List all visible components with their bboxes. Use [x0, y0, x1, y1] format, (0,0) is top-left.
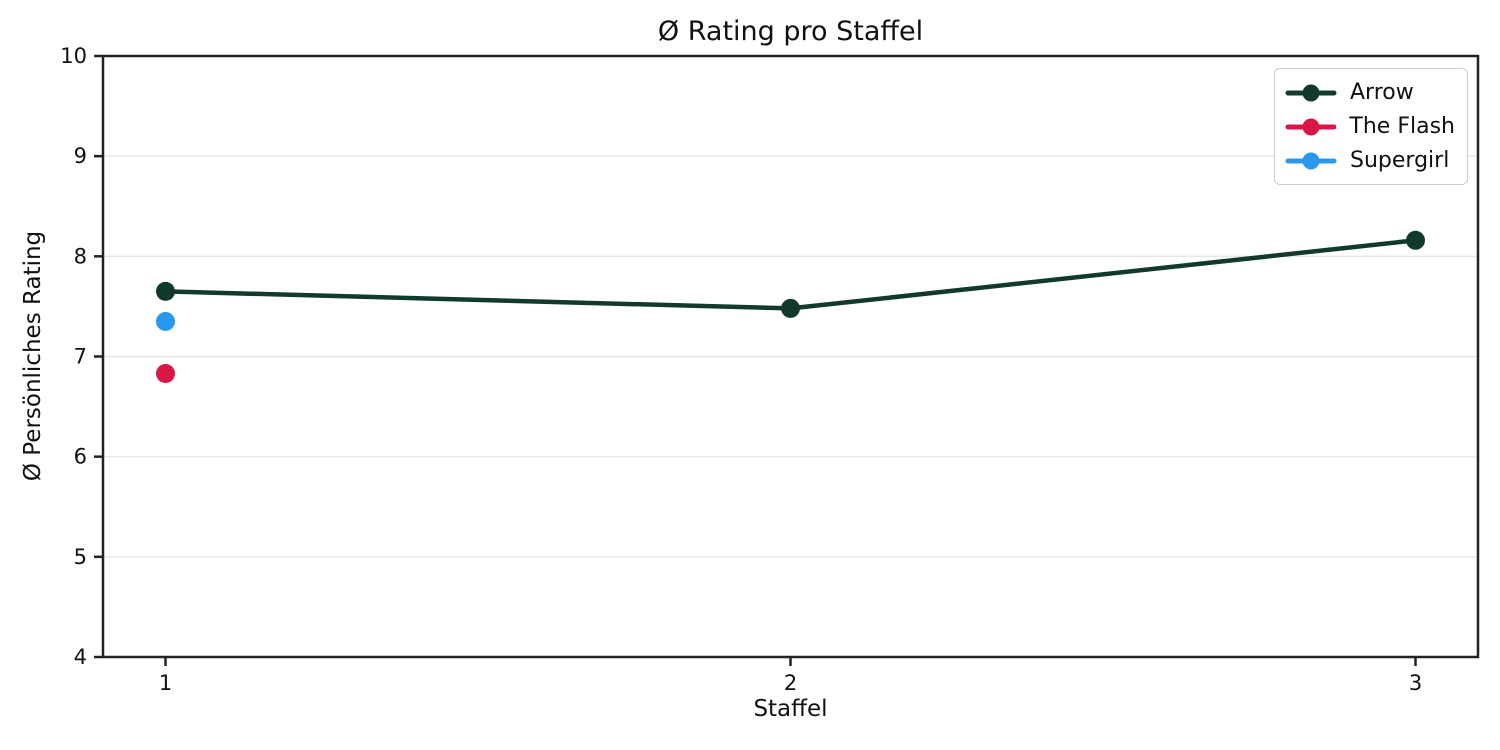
data-point-arrow	[781, 298, 800, 318]
series-line-arrow	[163, 238, 1418, 311]
y-tick-label: 4	[74, 645, 87, 669]
data-point-arrow	[156, 281, 175, 301]
x-axis-label: Staffel	[753, 696, 828, 722]
x-tick-label: 3	[1409, 671, 1422, 695]
y-tick-label: 6	[74, 445, 87, 469]
legend-marker-arrow	[1285, 84, 1337, 101]
y-tick-label: 8	[74, 244, 87, 268]
y-tick-label: 5	[74, 545, 87, 569]
legend: Arrow The Flash Supergirl	[1274, 68, 1468, 185]
legend-marker-supergirl	[1285, 152, 1337, 169]
x-tick-label: 1	[159, 671, 172, 695]
legend-label: Supergirl	[1350, 148, 1450, 173]
legend-item-arrow: Arrow	[1285, 77, 1455, 108]
legend-item-the-flash: The Flash	[1285, 111, 1455, 142]
legend-label: The Flash	[1349, 114, 1455, 139]
y-tick-label: 10	[60, 44, 87, 68]
data-point-the-flash	[156, 364, 175, 384]
data-point-supergirl	[156, 311, 175, 331]
y-tick-label: 9	[74, 144, 87, 168]
legend-marker-the-flash	[1285, 118, 1337, 135]
chart-title: Ø Rating pro Staffel	[657, 16, 924, 47]
legend-label: Arrow	[1350, 80, 1414, 105]
data-point-arrow	[1406, 230, 1425, 250]
y-tick-label: 7	[74, 345, 87, 369]
x-tick-label: 2	[784, 671, 797, 695]
legend-item-supergirl: Supergirl	[1285, 145, 1455, 176]
